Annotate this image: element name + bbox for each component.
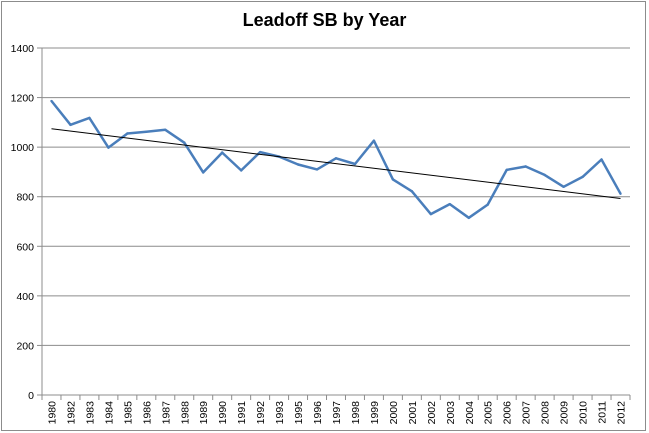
x-tick-label: 2010: [578, 401, 590, 425]
x-tick-label: 1986: [141, 401, 153, 425]
data-point: [581, 175, 584, 179]
data-point: [145, 130, 148, 133]
data-point: [69, 123, 72, 127]
x-tick-label: 1995: [293, 401, 305, 425]
x-tick-label: 2006: [502, 401, 514, 425]
y-tick-label: 800: [16, 192, 34, 204]
data-point: [258, 150, 262, 154]
x-tick-label: 2001: [407, 401, 419, 425]
data-point: [505, 168, 508, 172]
x-tick-label: 1987: [160, 401, 172, 425]
data-point: [600, 158, 603, 161]
x-tick-label: 1999: [369, 401, 381, 425]
y-tick-label: 200: [16, 340, 34, 352]
data-point: [315, 168, 319, 171]
data-point: [50, 99, 53, 103]
x-tick-label: 1984: [103, 401, 115, 425]
data-point: [239, 169, 243, 172]
data-point: [410, 190, 414, 193]
x-tick-label: 2002: [426, 401, 438, 425]
data-point: [202, 171, 205, 174]
x-tick-label: 1985: [122, 401, 134, 425]
x-tick-label: 2005: [483, 401, 495, 425]
data-point: [126, 132, 129, 135]
x-tick-label: 1989: [198, 401, 210, 425]
x-tick-label: 1980: [46, 401, 58, 425]
x-tick-label: 1991: [236, 401, 248, 425]
data-point: [486, 203, 489, 206]
data-point: [164, 128, 167, 131]
x-tick-label: 1993: [274, 401, 286, 425]
data-point: [391, 178, 395, 181]
data-point: [183, 141, 186, 144]
data-point: [372, 139, 376, 142]
x-tick-label: 1990: [217, 401, 229, 425]
x-tick-label: 1983: [84, 401, 96, 425]
x-tick-label: 2004: [464, 401, 476, 425]
data-point: [562, 185, 565, 188]
x-tick-label: 1996: [312, 401, 324, 425]
data-point: [334, 157, 338, 160]
x-tick-label: 2003: [445, 401, 457, 425]
chart-title: Leadoff SB by Year: [242, 10, 407, 30]
x-tick-label: 2000: [388, 401, 400, 425]
x-tick-label: 1982: [65, 401, 77, 425]
y-tick-label: 400: [16, 291, 34, 303]
x-tick-label: 2008: [540, 401, 552, 425]
y-tick-label: 1200: [11, 93, 35, 105]
x-tick-label: 2012: [616, 401, 628, 425]
data-point: [353, 162, 357, 166]
y-tick-label: 0: [28, 390, 34, 402]
data-point: [467, 216, 470, 219]
data-point: [524, 165, 527, 168]
x-tick-label: 2009: [559, 401, 571, 425]
data-point: [220, 151, 224, 154]
data-point: [296, 163, 300, 166]
data-point: [448, 202, 452, 206]
y-tick-label: 1400: [11, 43, 35, 55]
y-tick-label: 600: [16, 241, 34, 253]
y-tick-label: 1000: [11, 142, 35, 154]
data-point: [429, 212, 433, 216]
x-tick-label: 1988: [179, 401, 191, 425]
x-tick-label: 1997: [331, 401, 343, 425]
x-tick-label: 1998: [350, 401, 362, 425]
x-tick-label: 1992: [255, 401, 267, 425]
x-tick-label: 2007: [521, 401, 533, 425]
data-point: [619, 192, 622, 195]
data-point: [107, 146, 110, 149]
data-point: [88, 116, 91, 120]
trendline: [51, 128, 621, 199]
x-tick-label: 2011: [597, 401, 609, 424]
data-point: [543, 173, 546, 177]
